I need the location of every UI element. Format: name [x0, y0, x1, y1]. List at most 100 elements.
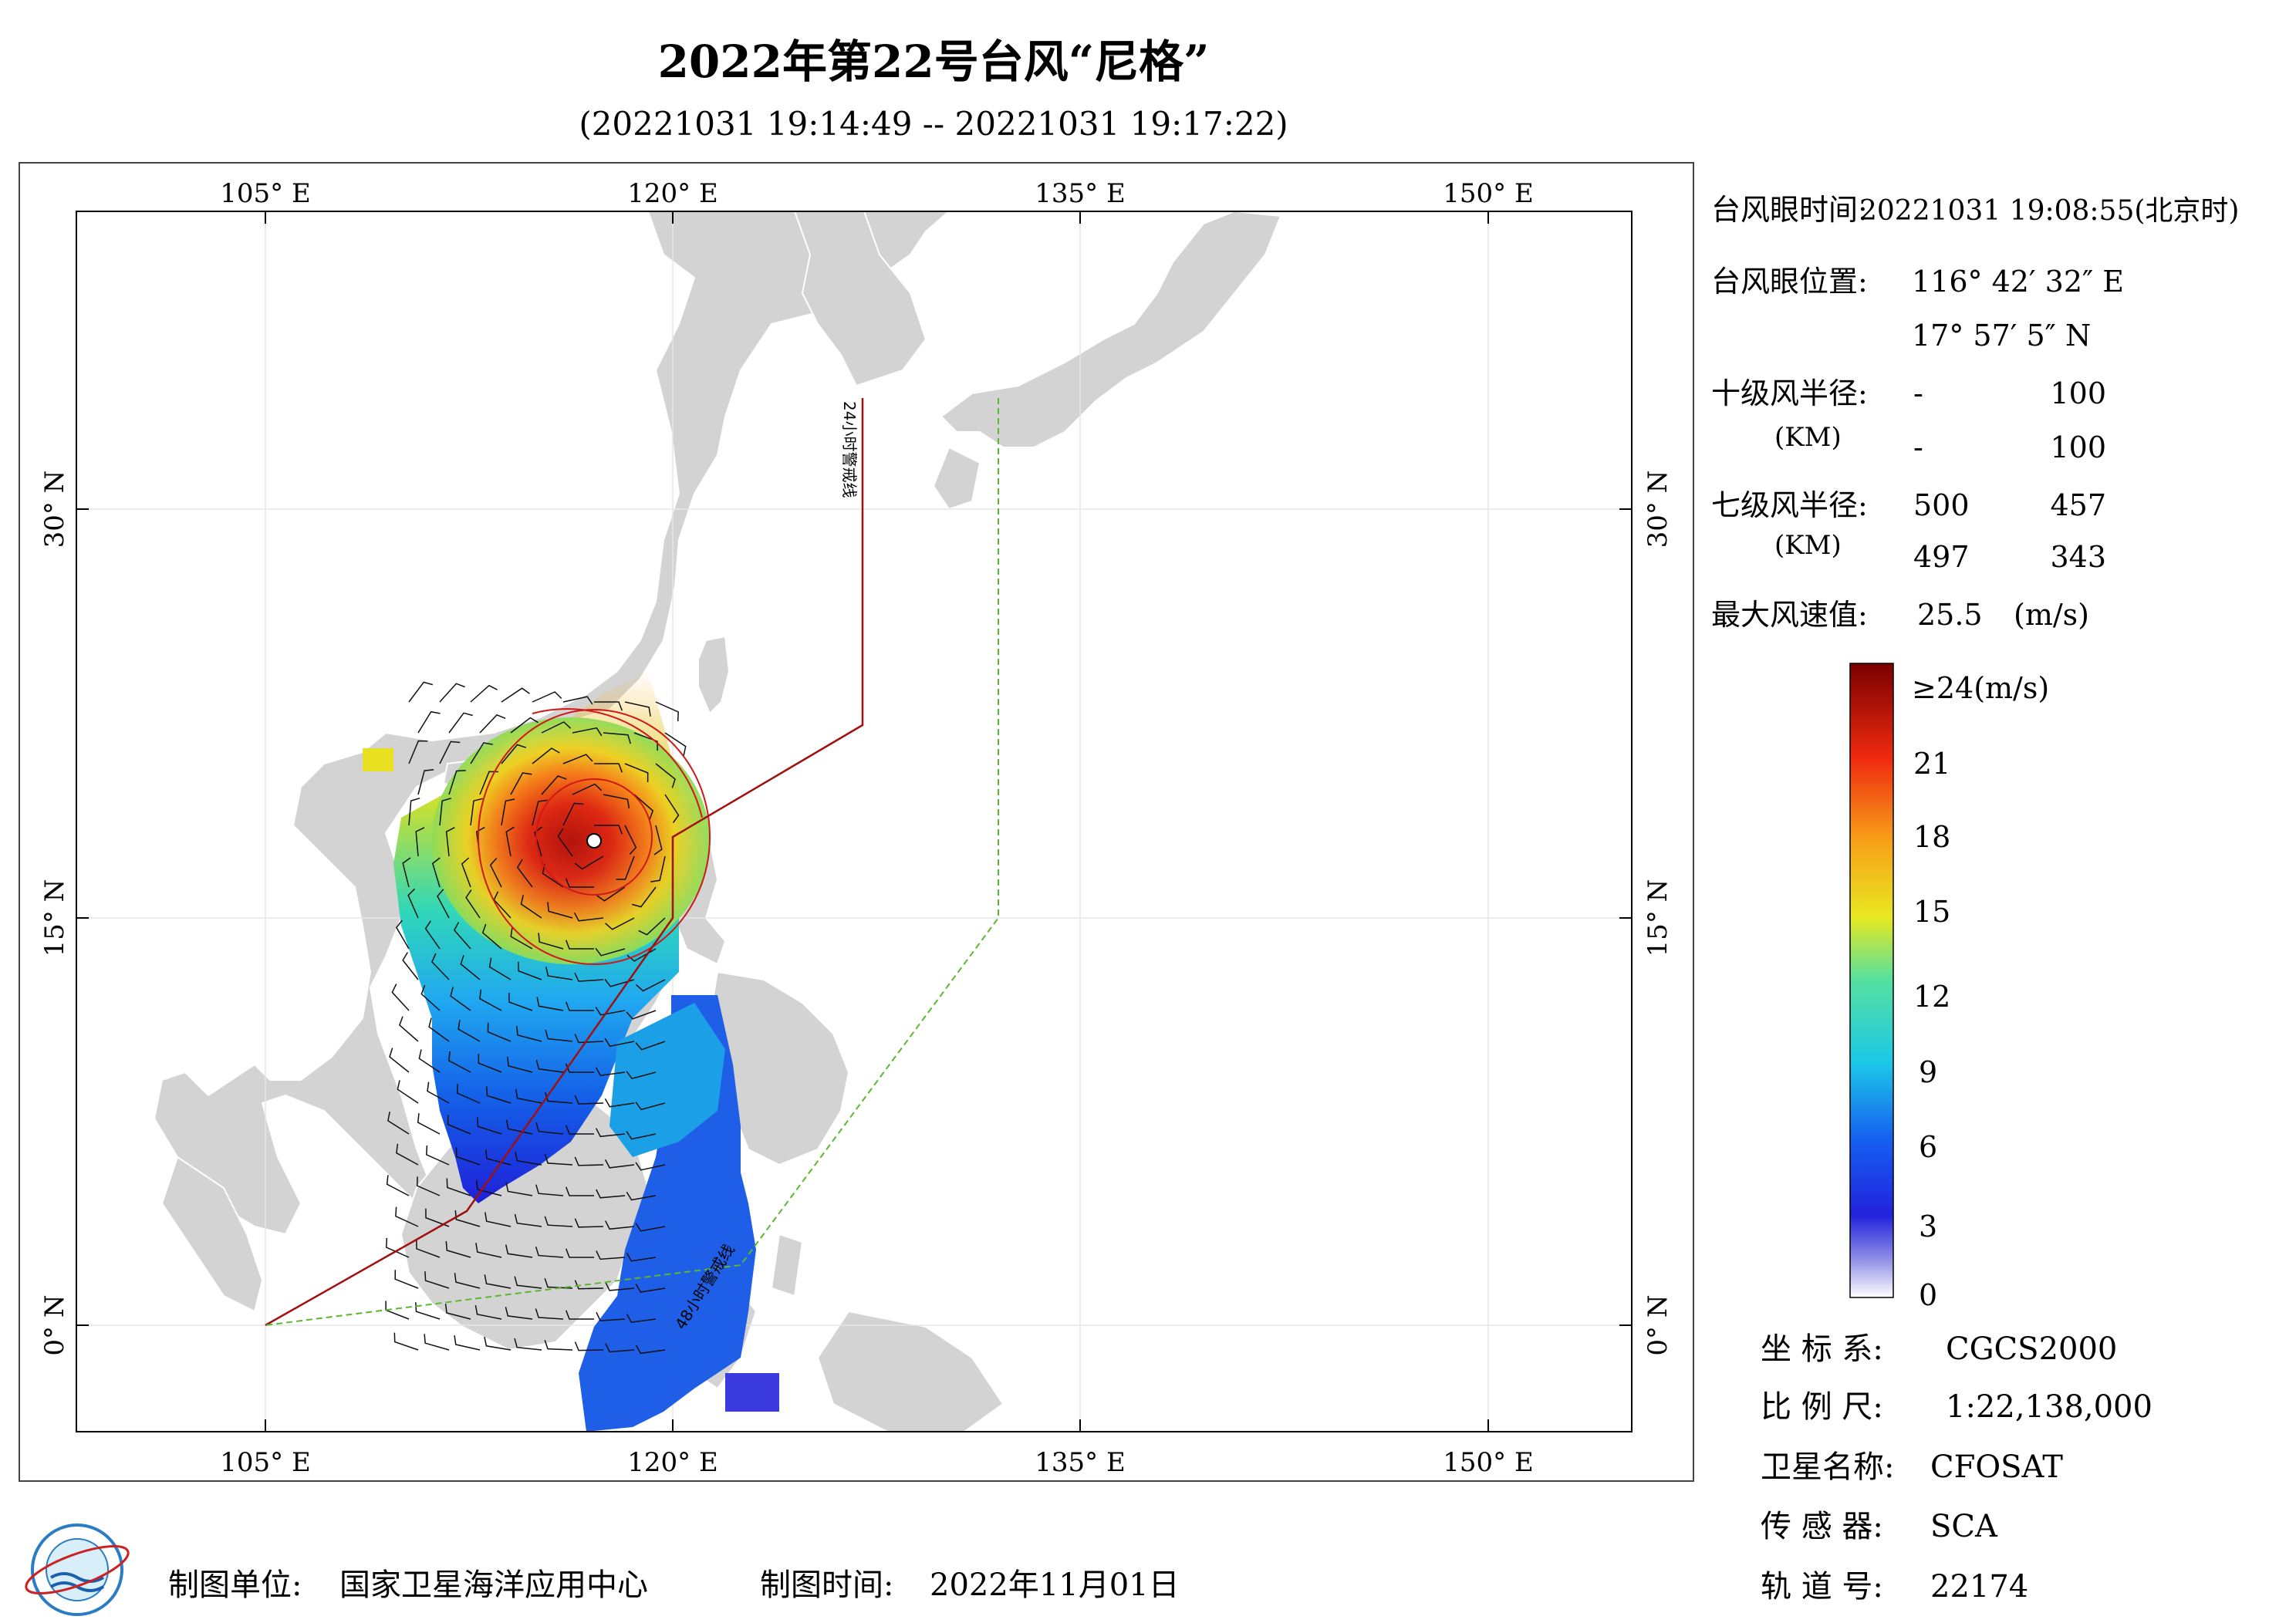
warning-24h-label: 24小时警戒线: [840, 401, 859, 498]
r10-label: 十级风半径:: [1711, 376, 1868, 410]
wind-barb: [547, 902, 573, 919]
wind-swath: [363, 671, 779, 1432]
wind-barb: [595, 947, 626, 957]
wind-barb: [596, 1250, 626, 1260]
wind-barb: [574, 972, 604, 982]
wind-barb: [562, 754, 593, 764]
eye-time-value: 20221031 19:08:55(北京时): [1859, 195, 2239, 227]
top-lon-label: 135° E: [1035, 178, 1126, 209]
wind-barb: [536, 997, 564, 1011]
wind-barb: [565, 1001, 594, 1011]
wind-barb: [510, 927, 533, 950]
r10-value: 100: [2050, 376, 2106, 410]
colorbar-tick: 0: [1919, 1278, 1937, 1312]
wind-barb: [562, 696, 593, 705]
wind-barb: [604, 1098, 635, 1108]
wind-barb: [664, 794, 680, 824]
wind-barb: [515, 1025, 542, 1042]
r7-value: 343: [2050, 540, 2106, 574]
typhoon-eye-marker[interactable]: [586, 833, 602, 849]
wind-barb: [448, 770, 466, 795]
scale-value: 1:22,138,000: [1946, 1389, 2152, 1425]
wind-barb: [393, 1332, 419, 1351]
swath-blob: [363, 748, 393, 771]
warning-24h-line: [265, 398, 864, 1327]
wind-barb: [573, 912, 604, 922]
wind-barb: [431, 857, 441, 888]
wind-barb: [626, 1010, 657, 1020]
wind-barb: [488, 957, 512, 980]
wind-barb: [594, 701, 623, 711]
wind-barb: [535, 1308, 564, 1320]
wind-barb: [535, 1246, 564, 1258]
r10-value: 100: [2050, 430, 2106, 464]
wind-barb: [635, 1041, 666, 1051]
colorbar-tick: 3: [1919, 1210, 1937, 1243]
map-title: 2022年第22号台风“尼格”: [658, 35, 1210, 88]
wind-barb: [520, 895, 542, 919]
wind-barb: [424, 1271, 450, 1289]
wind-barb: [396, 1143, 419, 1166]
colorbar-tick: 6: [1919, 1130, 1937, 1164]
wind-barb: [386, 1237, 410, 1258]
wind-barb: [624, 825, 637, 855]
wind-barb: [427, 1081, 450, 1104]
wind-barb: [574, 1095, 604, 1105]
wind-barb: [574, 1156, 604, 1166]
wind-barb: [574, 1280, 604, 1290]
wind-barb: [461, 857, 471, 888]
wind-barb: [603, 794, 630, 809]
wind-barb: [460, 955, 481, 980]
satellite-label: 卫星名称:: [1761, 1449, 1894, 1485]
wind-barb: [395, 1206, 419, 1227]
colorbar: ≥24(m/s) 21 18 15 12 9 6 3 0: [1849, 663, 2049, 1312]
top-lon-label: 150° E: [1443, 178, 1534, 209]
wind-barb: [470, 742, 493, 764]
wind-barb: [508, 993, 533, 1011]
wind-barb: [439, 798, 451, 826]
wind-barb: [624, 701, 651, 717]
wind-barb: [635, 1162, 666, 1171]
wind-barb: [417, 1113, 441, 1135]
top-lon-label: 120° E: [627, 178, 718, 209]
colorbar-tick: 9: [1919, 1055, 1937, 1089]
map-frame: [19, 162, 1694, 1482]
producer-label: 制图单位:: [168, 1567, 302, 1603]
wind-barb: [514, 1276, 542, 1289]
wind-barb: [565, 1063, 594, 1073]
swath-blob: [725, 1373, 779, 1412]
max-wind-unit: (m/s): [2014, 598, 2089, 632]
wind-barb: [420, 985, 441, 1011]
r7-label: 七级风半径:: [1711, 488, 1868, 522]
colorbar-tick: 18: [1913, 820, 1950, 854]
top-lon-label: 105° E: [220, 178, 311, 209]
wind-barb: [565, 1310, 594, 1320]
wind-barb: [565, 940, 594, 950]
wind-barb: [439, 741, 461, 764]
left-lat-label: 30° N: [39, 471, 70, 548]
wind-barb: [475, 1243, 502, 1258]
wind-barb: [507, 1056, 533, 1073]
meta-panel: 坐 标 系: CGCS2000 比 例 尺: 1:22,138,000 卫星名称…: [1761, 1331, 2152, 1604]
wind-barb: [626, 1252, 657, 1262]
r7-circle: [478, 709, 711, 965]
wind-barb: [574, 1218, 604, 1228]
wind-barb: [417, 710, 441, 734]
orbit-value: 22174: [1930, 1569, 2028, 1604]
r10-value: -: [1913, 430, 1923, 464]
wind-barb: [450, 987, 471, 1011]
wind-barb: [505, 1119, 533, 1135]
colorbar-ramp: [1849, 663, 1894, 1298]
map-area[interactable]: 24小时警戒线 48小时警戒线: [76, 211, 1632, 1432]
right-lat-label: 15° N: [1643, 879, 1673, 957]
wind-barb: [510, 717, 539, 734]
satellite-value: CFOSAT: [1930, 1449, 2063, 1485]
wind-barb: [535, 1122, 564, 1135]
wind-barb: [386, 1175, 410, 1196]
wind-barb: [475, 1179, 502, 1196]
date-label: 制图时间:: [760, 1567, 893, 1603]
r10-value: -: [1913, 376, 1923, 410]
r7-value: 500: [1913, 488, 1970, 522]
crs-value: CGCS2000: [1946, 1331, 2117, 1367]
wind-barb: [515, 1151, 542, 1166]
